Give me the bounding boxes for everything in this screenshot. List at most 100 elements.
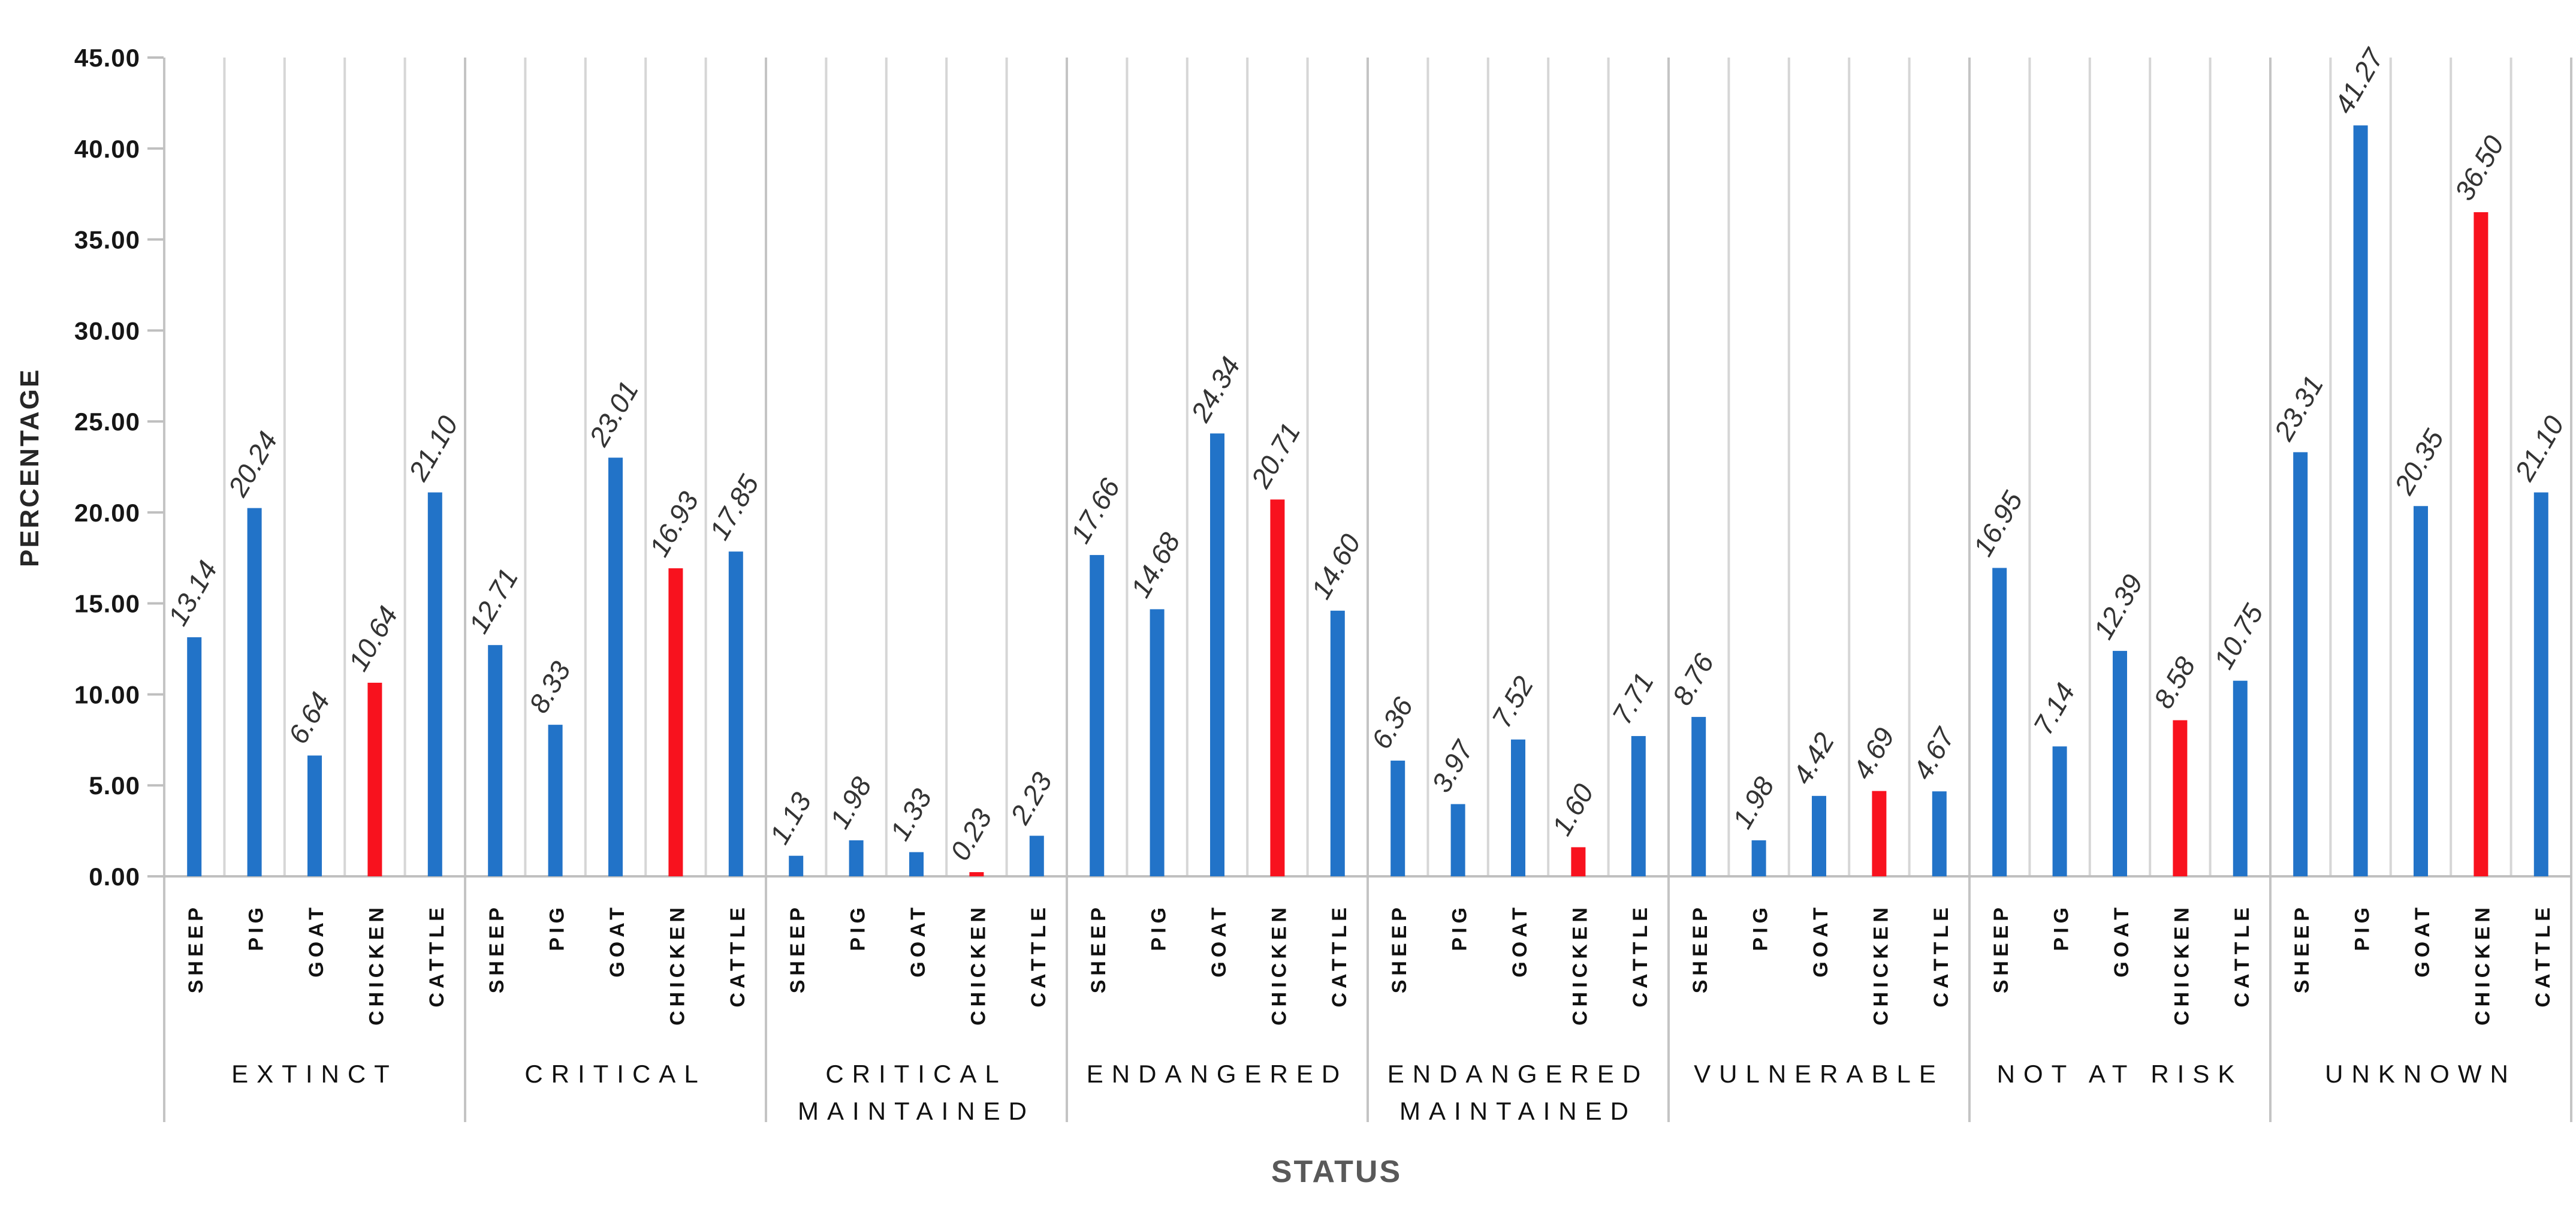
animal-label-endangered-maintained-goat: GOAT	[1509, 903, 1531, 978]
group-label-not-at-risk: NOT AT RISK	[1997, 1060, 2243, 1088]
bar-critical-maintained-sheep	[789, 855, 804, 876]
group-label-vulnerable: VULNERABLE	[1694, 1060, 1944, 1088]
animal-label-critical-sheep: SHEEP	[485, 903, 508, 993]
value-label-critical-pig: 8.33	[523, 656, 577, 718]
bar-vulnerable-cattle	[1932, 791, 1947, 876]
bar-vulnerable-sheep	[1691, 717, 1706, 876]
animal-label-critical-maintained-cattle: CATTLE	[1027, 903, 1050, 1008]
value-label-endangered-cattle: 14.60	[1305, 529, 1367, 604]
animal-label-extinct-goat: GOAT	[305, 903, 328, 978]
bar-critical-sheep	[488, 645, 503, 876]
y-axis-title: PERCENTAGE	[15, 368, 44, 567]
animal-label-unknown-chicken: CHICKEN	[2471, 903, 2494, 1026]
animal-label-unknown-goat: GOAT	[2411, 903, 2434, 978]
y-tick-label: 20.00	[74, 499, 140, 527]
x-axis-title: STATUS	[1271, 1154, 1402, 1189]
value-label-critical-maintained-pig: 1.98	[824, 771, 877, 834]
group-label-critical: CRITICAL	[524, 1060, 706, 1088]
animal-label-critical-cattle: CATTLE	[726, 903, 749, 1008]
bar-critical-cattle	[728, 551, 743, 876]
value-label-critical-sheep: 12.71	[463, 563, 524, 638]
animal-label-extinct-cattle: CATTLE	[426, 903, 448, 1008]
y-tick-label: 30.00	[74, 316, 140, 345]
bar-critical-pig	[548, 725, 563, 876]
value-label-endangered-maintained-sheep: 6.36	[1365, 692, 1419, 754]
group-label-critical-maintained: CRITICAL	[825, 1060, 1007, 1088]
value-label-unknown-pig: 41.27	[2328, 43, 2390, 119]
bar-vulnerable-pig	[1751, 840, 1766, 876]
animal-label-unknown-sheep: SHEEP	[2291, 903, 2313, 993]
group-label-unknown: UNKNOWN	[2325, 1060, 2517, 1088]
value-label-critical-chicken: 16.93	[643, 486, 705, 562]
bar-not-at-risk-chicken	[2173, 720, 2188, 876]
label-layer: 13.14 SHEEP 20.24 PIG 6.64 GOAT 10.64 CHICKEN 21…	[162, 43, 2570, 1125]
bar-layer	[187, 125, 2548, 877]
value-label-not-at-risk-sheep: 16.95	[1967, 486, 2029, 561]
axis-layer: 0.00 5.00 10.00 15.00 20.00 25.00 30.00 35.00 40…	[74, 44, 2571, 891]
animal-label-vulnerable-cattle: CATTLE	[1930, 903, 1953, 1008]
animal-label-critical-maintained-pig: PIG	[847, 903, 870, 951]
bar-endangered-maintained-sheep	[1390, 760, 1405, 876]
animal-label-endangered-goat: GOAT	[1208, 903, 1230, 978]
animal-label-critical-maintained-chicken: CHICKEN	[967, 903, 990, 1026]
value-label-critical-maintained-chicken: 0.23	[944, 803, 998, 866]
bar-critical-maintained-pig	[849, 840, 864, 876]
value-label-critical-maintained-goat: 1.33	[884, 783, 938, 846]
value-label-critical-maintained-sheep: 1.13	[764, 787, 818, 849]
value-label-critical-goat: 23.01	[583, 376, 644, 452]
bar-endangered-chicken	[1270, 499, 1285, 876]
value-label-not-at-risk-chicken: 8.58	[2147, 652, 2201, 714]
animal-label-endangered-maintained-cattle: CATTLE	[1629, 903, 1652, 1008]
bar-endangered-maintained-pig	[1450, 804, 1465, 876]
y-tick-label: 45.00	[74, 44, 140, 72]
group-label-endangered: ENDANGERED	[1087, 1060, 1348, 1088]
bar-extinct-pig	[247, 508, 262, 876]
animal-label-critical-maintained-goat: GOAT	[907, 903, 930, 978]
animal-label-not-at-risk-cattle: CATTLE	[2231, 903, 2254, 1008]
value-label-endangered-maintained-cattle: 7.71	[1606, 667, 1660, 729]
value-label-critical-maintained-cattle: 2.23	[1004, 767, 1058, 830]
value-label-unknown-goat: 20.35	[2388, 424, 2450, 500]
bar-endangered-sheep	[1090, 554, 1105, 876]
animal-label-extinct-pig: PIG	[245, 903, 268, 951]
animal-label-critical-pig: PIG	[546, 903, 569, 951]
value-label-endangered-maintained-pig: 3.97	[1425, 735, 1480, 798]
y-tick-label: 40.00	[74, 135, 140, 163]
animal-label-critical-goat: GOAT	[606, 903, 629, 978]
bar-endangered-maintained-chicken	[1571, 847, 1586, 876]
value-label-vulnerable-cattle: 4.67	[1907, 722, 1961, 785]
animal-label-critical-maintained-sheep: SHEEP	[786, 903, 809, 993]
animal-label-vulnerable-chicken: CHICKEN	[1869, 903, 1892, 1026]
y-tick-label: 15.00	[74, 590, 140, 618]
animal-label-unknown-pig: PIG	[2351, 903, 2374, 951]
group-label-endangered-maintained: ENDANGERED	[1387, 1060, 1649, 1088]
value-label-endangered-chicken: 20.71	[1245, 418, 1307, 494]
animal-label-unknown-cattle: CATTLE	[2532, 903, 2554, 1008]
value-label-endangered-goat: 24.34	[1184, 351, 1246, 427]
value-label-not-at-risk-cattle: 10.75	[2207, 599, 2269, 674]
animal-label-endangered-chicken: CHICKEN	[1268, 903, 1290, 1026]
bar-critical-maintained-goat	[909, 852, 924, 876]
value-label-endangered-pig: 14.68	[1124, 527, 1186, 602]
animal-label-not-at-risk-sheep: SHEEP	[1990, 903, 2013, 993]
value-label-not-at-risk-goat: 12.39	[2088, 569, 2149, 644]
bar-not-at-risk-goat	[2113, 650, 2127, 876]
bar-unknown-pig	[2353, 125, 2368, 877]
bar-critical-goat	[608, 457, 623, 876]
bar-endangered-pig	[1150, 609, 1165, 876]
bar-not-at-risk-cattle	[2233, 680, 2248, 876]
value-label-extinct-goat: 6.64	[282, 687, 336, 749]
value-label-endangered-sheep: 17.66	[1064, 473, 1126, 548]
animal-label-vulnerable-sheep: SHEEP	[1689, 903, 1712, 993]
bar-endangered-cattle	[1330, 610, 1345, 876]
group-label-critical-maintained: MAINTAINED	[798, 1097, 1035, 1125]
bar-unknown-sheep	[2293, 452, 2308, 876]
animal-label-endangered-maintained-chicken: CHICKEN	[1568, 903, 1591, 1026]
bar-unknown-goat	[2414, 506, 2428, 876]
value-label-extinct-chicken: 10.64	[342, 601, 404, 676]
value-label-endangered-maintained-goat: 7.52	[1486, 671, 1540, 733]
animal-label-endangered-pig: PIG	[1148, 903, 1171, 951]
animal-label-not-at-risk-goat: GOAT	[2110, 903, 2133, 978]
